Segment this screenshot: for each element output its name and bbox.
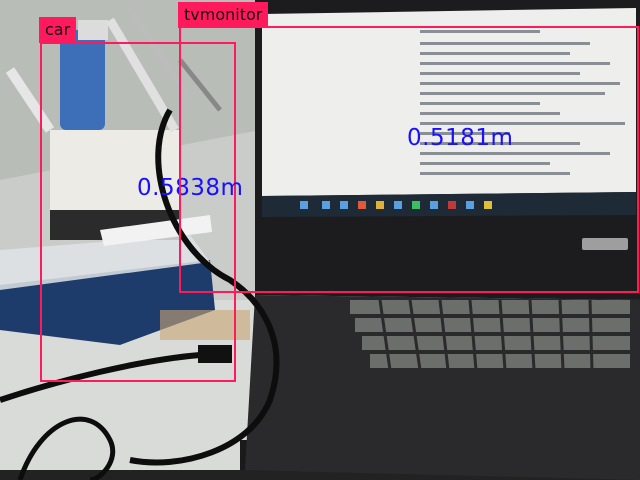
car-distance-text: 0.5838m (137, 175, 244, 201)
tvmonitor-bounding-box (179, 26, 639, 293)
car-label-tag: car (39, 17, 77, 43)
tvmonitor-distance-text: 0.5181m (407, 125, 514, 151)
tvmonitor-label-tag: tvmonitor (178, 2, 269, 28)
car-bounding-box (40, 42, 236, 382)
